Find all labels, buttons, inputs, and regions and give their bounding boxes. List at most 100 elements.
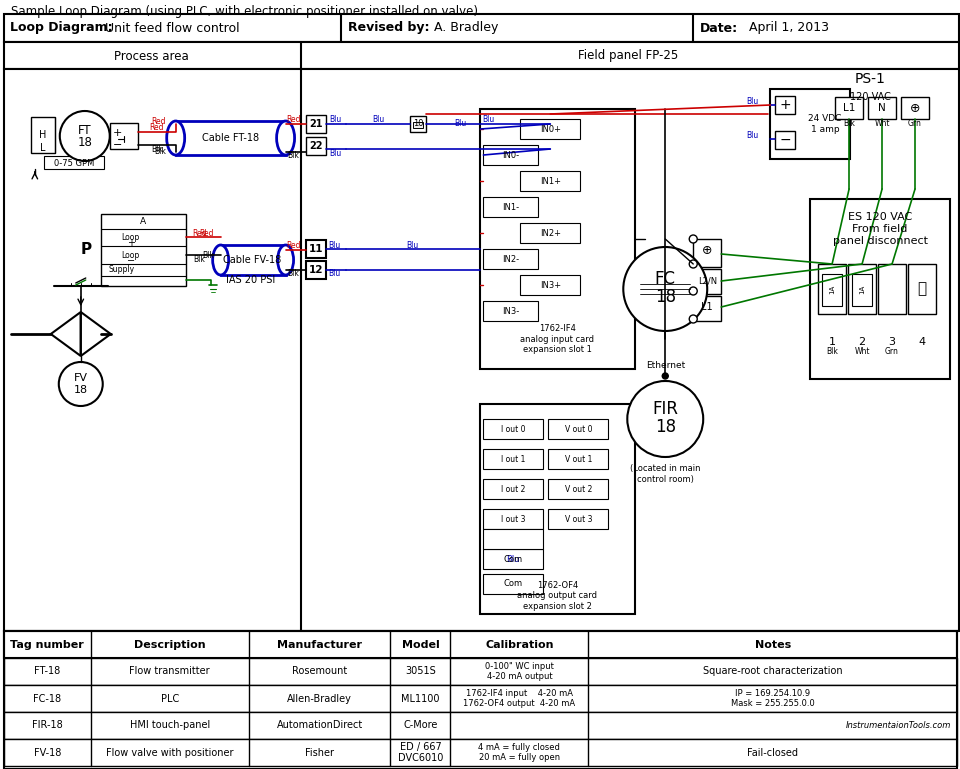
- Text: Blk: Blk: [827, 348, 838, 357]
- Bar: [4, 14, 959, 42]
- Text: Loop Diagram:: Loop Diagram:: [10, 22, 112, 35]
- Bar: [4, 739, 957, 766]
- Text: 0-75 GPM: 0-75 GPM: [54, 158, 94, 168]
- Bar: [908, 264, 936, 314]
- Text: 18: 18: [655, 288, 676, 306]
- Bar: [520, 171, 581, 191]
- Text: (Located in main
control room): (Located in main control room): [630, 464, 701, 484]
- Text: 11: 11: [308, 244, 323, 254]
- Text: ⏚: ⏚: [918, 281, 926, 297]
- Text: 1A: 1A: [829, 285, 835, 294]
- Ellipse shape: [277, 245, 294, 275]
- Text: 22: 22: [309, 141, 323, 151]
- Text: Wht: Wht: [854, 348, 870, 357]
- Bar: [4, 631, 957, 658]
- Text: Model: Model: [401, 640, 440, 650]
- Bar: [484, 145, 539, 165]
- Circle shape: [662, 373, 668, 379]
- Text: IN2-: IN2-: [502, 255, 519, 264]
- Text: Sample Loop Diagram (using PLC, with electronic positioner installed on valve): Sample Loop Diagram (using PLC, with ele…: [11, 5, 478, 18]
- Text: Blk: Blk: [194, 255, 205, 264]
- Text: Loop: Loop: [122, 251, 140, 259]
- Text: IN1+: IN1+: [540, 177, 561, 185]
- Text: HMI touch-panel: HMI touch-panel: [130, 721, 210, 731]
- Bar: [484, 197, 539, 217]
- Text: IN3+: IN3+: [540, 281, 561, 289]
- Text: ⊕: ⊕: [910, 102, 921, 115]
- Text: −: −: [780, 133, 791, 147]
- Bar: [414, 122, 423, 128]
- Bar: [775, 96, 795, 114]
- Text: Supply: Supply: [108, 265, 134, 275]
- Bar: [484, 529, 543, 549]
- Bar: [480, 404, 636, 614]
- Text: L1: L1: [843, 103, 855, 113]
- Text: 24 VDC
1 amp: 24 VDC 1 amp: [808, 115, 842, 134]
- Text: 18: 18: [655, 418, 676, 436]
- Text: 1762-OF4
analog output card
expansion slot 2: 1762-OF4 analog output card expansion sl…: [517, 581, 597, 611]
- Text: FT: FT: [78, 124, 91, 137]
- Text: Cable FT-18: Cable FT-18: [202, 133, 259, 143]
- Text: 18: 18: [74, 385, 87, 395]
- Text: Square-root characterization: Square-root characterization: [703, 667, 843, 677]
- Bar: [480, 109, 636, 369]
- Bar: [4, 685, 957, 712]
- Bar: [305, 261, 325, 279]
- Text: Allen-Bradley: Allen-Bradley: [287, 694, 352, 704]
- Bar: [520, 119, 581, 139]
- Text: AutomationDirect: AutomationDirect: [276, 721, 363, 731]
- Text: +: +: [127, 238, 134, 248]
- Text: 2: 2: [858, 337, 866, 347]
- Text: FIR-18: FIR-18: [32, 721, 62, 731]
- Circle shape: [689, 287, 697, 295]
- Circle shape: [60, 111, 109, 161]
- Text: −: −: [127, 256, 134, 266]
- Text: April 1, 2013: April 1, 2013: [745, 22, 829, 35]
- Bar: [835, 97, 863, 119]
- Text: Blu: Blu: [329, 148, 342, 158]
- Text: Fisher: Fisher: [305, 747, 334, 757]
- Text: Flow transmitter: Flow transmitter: [130, 667, 210, 677]
- Text: IN1-: IN1-: [502, 202, 519, 211]
- Text: Fail-closed: Fail-closed: [747, 747, 798, 757]
- Text: A: A: [139, 218, 146, 227]
- Text: IAS 20 PSI: IAS 20 PSI: [226, 275, 275, 285]
- Text: PLC: PLC: [160, 694, 179, 704]
- Text: Blu: Blu: [372, 115, 385, 125]
- Bar: [520, 223, 581, 243]
- Bar: [305, 137, 325, 155]
- Bar: [901, 97, 929, 119]
- Text: IP = 169.254.10.9
Mask = 255.255.0.0: IP = 169.254.10.9 Mask = 255.255.0.0: [731, 689, 814, 708]
- Circle shape: [689, 235, 697, 243]
- Bar: [484, 574, 543, 594]
- Text: Notes: Notes: [755, 640, 791, 650]
- Text: FC: FC: [655, 270, 676, 288]
- Text: Description: Description: [133, 640, 205, 650]
- Bar: [4, 69, 959, 631]
- Text: FC-18: FC-18: [34, 694, 61, 704]
- Text: A. Bradley: A. Bradley: [430, 22, 499, 35]
- Text: 10: 10: [413, 119, 423, 128]
- Text: Blk: Blk: [202, 251, 214, 259]
- Bar: [810, 199, 950, 379]
- Bar: [693, 269, 721, 294]
- Text: Blk: Blk: [151, 145, 162, 155]
- Text: Red: Red: [286, 115, 300, 125]
- Bar: [109, 123, 137, 149]
- Text: 0-100" WC input
4-20 mA output: 0-100" WC input 4-20 mA output: [485, 662, 554, 681]
- Bar: [484, 419, 543, 439]
- Text: 1: 1: [828, 337, 835, 347]
- Text: 18: 18: [78, 137, 92, 149]
- Bar: [305, 240, 325, 258]
- Text: 3: 3: [889, 337, 896, 347]
- Text: Red: Red: [199, 228, 214, 238]
- Bar: [484, 449, 543, 469]
- Bar: [878, 264, 906, 314]
- Text: 120 VAC: 120 VAC: [850, 92, 891, 102]
- Text: 12: 12: [308, 265, 323, 275]
- Bar: [4, 658, 957, 685]
- Text: +: +: [780, 98, 791, 112]
- Text: 4: 4: [919, 337, 925, 347]
- Text: Field panel FP-25: Field panel FP-25: [578, 49, 679, 62]
- Text: FV-18: FV-18: [34, 747, 61, 757]
